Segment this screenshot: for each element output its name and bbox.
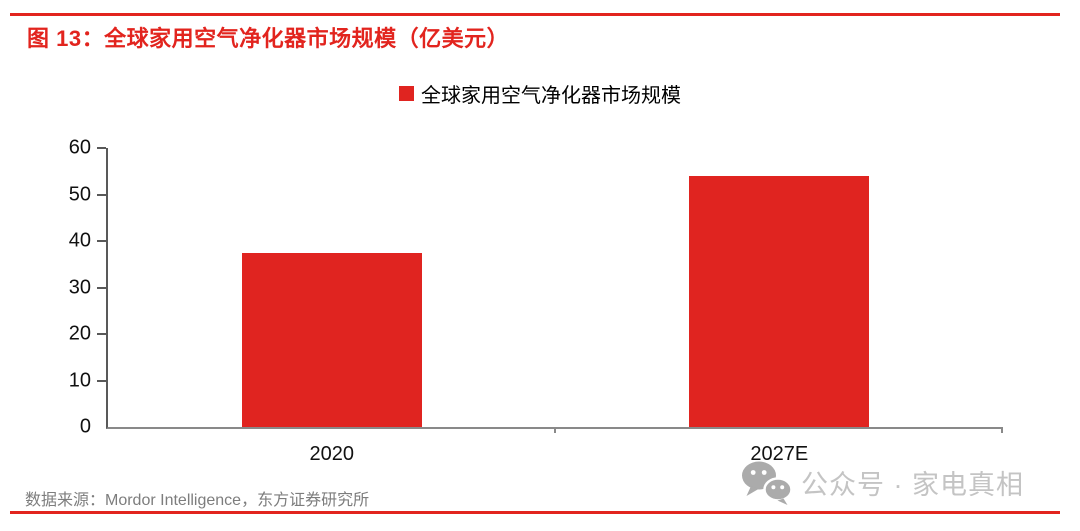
legend-swatch	[399, 86, 414, 101]
y-axis-tick-mark	[97, 240, 106, 242]
y-axis-tick-mark	[97, 147, 106, 149]
watermark-text: 公众号 · 家电真相	[801, 469, 1024, 500]
y-axis-tick-label: 30	[68, 276, 91, 298]
source-text: 数据来源：Mordor Intelligence，东方证券研究所	[25, 492, 370, 509]
x-axis-label: 2020	[309, 443, 355, 465]
bar-2020	[241, 253, 422, 427]
y-axis-tick-label: 60	[68, 136, 91, 159]
bar-2027E	[689, 176, 870, 427]
y-axis-tick-label: 10	[68, 369, 91, 391]
plot-area: 0 10 20 30 40 50 60 2020 2027E	[69, 137, 1003, 465]
y-axis-tick-label: 20	[68, 322, 91, 345]
x-axis-tick-mark	[553, 427, 556, 433]
bottom-divider	[10, 511, 1060, 514]
y-axis-tick-mark	[97, 379, 106, 382]
x-axis-tick-mark	[1001, 427, 1003, 433]
legend-label: 全球家用空气净化器市场规模	[421, 85, 681, 107]
top-divider	[10, 13, 1060, 16]
watermark: 公众号 · 家电真相	[740, 459, 1024, 505]
y-axis-tick-label: 50	[68, 183, 91, 205]
chart-legend: 全球家用空气净化器市场规模	[0, 79, 1080, 108]
figure-title: 图 13：全球家用空气净化器市场规模（亿美元）	[27, 26, 510, 51]
y-axis-tick-mark	[97, 333, 106, 335]
wechat-icon	[742, 461, 792, 505]
y-axis-tick-label: 0	[79, 415, 91, 438]
x-axis-label: 2027E	[750, 443, 809, 465]
y-axis-tick-label: 40	[68, 229, 91, 252]
y-axis-tick-mark	[97, 193, 106, 196]
y-axis-tick-mark	[97, 286, 106, 289]
